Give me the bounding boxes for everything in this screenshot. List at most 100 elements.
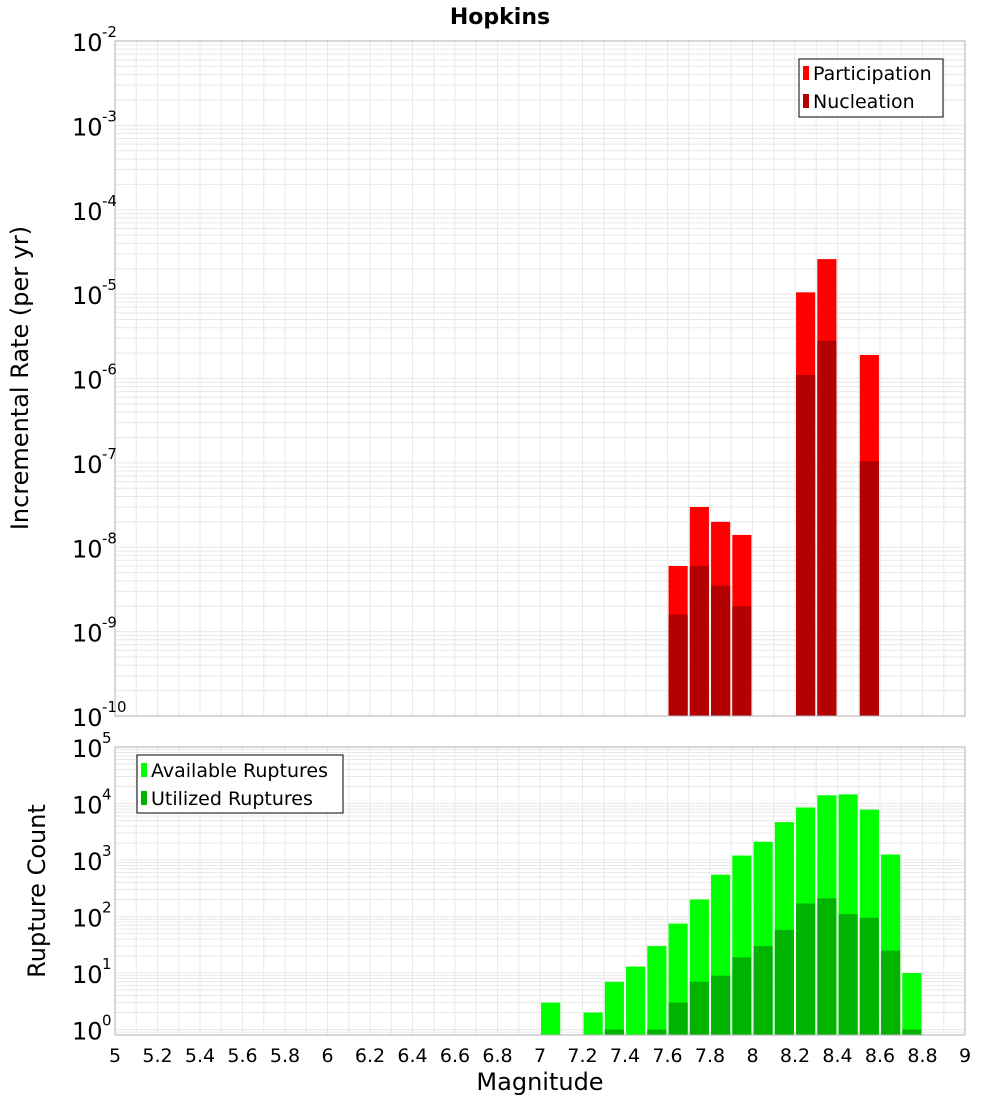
utilized-ruptures-bar <box>796 903 816 1035</box>
y-tick-label: 10 -8 <box>72 529 117 563</box>
x-tick-label: 5 <box>109 1045 121 1067</box>
y-tick-exponent: 1 <box>102 955 112 973</box>
y-tick-base: 10 <box>72 961 103 989</box>
nucleation-bar <box>796 375 816 716</box>
utilized-ruptures-bar <box>668 1002 688 1035</box>
y-tick-label: 10 -6 <box>72 361 117 395</box>
y-tick-base: 10 <box>72 620 103 648</box>
utilized-ruptures-bar <box>817 898 837 1035</box>
y-tick-base: 10 <box>72 535 103 563</box>
count-y-axis-label: Rupture Count <box>23 804 51 978</box>
x-axis-ticks: 5 5.2 5.4 5.6 5.8 6 6.2 6.4 6.6 6.8 7 7.2 7.4 7.6 7.8 8… <box>109 1045 971 1067</box>
nucleation-bar <box>859 461 879 716</box>
x-tick-label: 7 <box>534 1045 546 1067</box>
y-tick-base: 10 <box>72 792 103 820</box>
x-tick-label: 7.6 <box>652 1045 682 1067</box>
y-tick-exponent: -8 <box>102 529 117 547</box>
y-tick-base: 10 <box>72 905 103 933</box>
x-tick-label: 8.6 <box>865 1045 895 1067</box>
nucleation-bar <box>711 585 731 716</box>
utilized-ruptures-bar <box>838 914 858 1035</box>
y-tick-base: 10 <box>72 704 103 732</box>
available-ruptures-bar <box>604 981 624 1035</box>
y-tick-label: 10 3 <box>72 842 112 876</box>
y-tick-exponent: -5 <box>102 276 117 294</box>
y-tick-exponent: 5 <box>102 729 112 747</box>
available-legend-swatch <box>141 763 147 777</box>
x-tick-label: 8 <box>746 1045 758 1067</box>
y-tick-label: 10 4 <box>72 786 112 820</box>
x-tick-label: 5.6 <box>227 1045 257 1067</box>
x-tick-label: 8.2 <box>780 1045 810 1067</box>
y-tick-exponent: -9 <box>102 614 117 632</box>
utilized-ruptures-bar <box>604 1029 624 1035</box>
x-tick-label: 8.8 <box>907 1045 937 1067</box>
utilized-ruptures-bar <box>859 917 879 1035</box>
available-ruptures-bar <box>583 1012 603 1035</box>
nucleation-bar <box>668 614 688 716</box>
utilized-legend-swatch <box>141 791 147 805</box>
x-axis-label: Magnitude <box>476 1068 603 1096</box>
y-tick-label: 10 -9 <box>72 614 117 648</box>
x-tick-label: 6 <box>321 1045 333 1067</box>
y-tick-exponent: -2 <box>102 23 117 41</box>
utilized-legend-label: Utilized Ruptures <box>151 788 313 810</box>
nucleation-legend-swatch <box>803 94 809 108</box>
available-ruptures-bar <box>541 1002 561 1035</box>
x-tick-label: 7.4 <box>610 1045 640 1067</box>
y-tick-label: 10 -4 <box>72 192 117 226</box>
y-tick-exponent: -7 <box>102 445 117 463</box>
x-tick-label: 5.4 <box>185 1045 215 1067</box>
available-legend-label: Available Ruptures <box>151 760 328 782</box>
y-tick-base: 10 <box>72 848 103 876</box>
count-bars <box>541 794 922 1035</box>
x-tick-label: 8.4 <box>822 1045 852 1067</box>
x-tick-label: 9 <box>959 1045 971 1067</box>
y-tick-base: 10 <box>72 198 103 226</box>
y-tick-base: 10 <box>72 1018 103 1046</box>
y-tick-base: 10 <box>72 282 103 310</box>
x-tick-label: 6.2 <box>355 1045 385 1067</box>
y-tick-label: 10 -3 <box>72 107 117 141</box>
y-tick-exponent: 0 <box>102 1012 112 1030</box>
x-tick-label: 7.2 <box>567 1045 597 1067</box>
utilized-ruptures-bar <box>881 950 901 1035</box>
y-tick-exponent: -4 <box>102 192 117 210</box>
available-ruptures-bar <box>902 973 922 1035</box>
utilized-ruptures-bar <box>902 1029 922 1035</box>
y-tick-exponent: -6 <box>102 361 117 379</box>
y-tick-exponent: -3 <box>102 107 117 125</box>
y-tick-label: 10 -5 <box>72 276 117 310</box>
available-ruptures-bar <box>626 966 646 1035</box>
y-tick-exponent: 3 <box>102 842 112 860</box>
y-tick-base: 10 <box>72 451 103 479</box>
rate-legend-box <box>798 58 944 118</box>
y-tick-label: 10 -2 <box>72 23 117 57</box>
y-tick-exponent: 2 <box>102 899 112 917</box>
y-tick-label: 10 0 <box>72 1012 112 1046</box>
count-legend-box <box>136 754 344 814</box>
nucleation-legend-label: Nucleation <box>813 91 915 113</box>
utilized-ruptures-bar <box>774 929 794 1035</box>
y-tick-base: 10 <box>72 29 103 57</box>
nucleation-bar <box>817 340 837 716</box>
utilized-ruptures-bar <box>732 957 752 1035</box>
y-tick-exponent: -10 <box>102 698 127 716</box>
utilized-ruptures-bar <box>647 1029 667 1035</box>
rate-plot-frame <box>114 40 966 717</box>
x-tick-label: 6.8 <box>482 1045 512 1067</box>
x-tick-label: 5.8 <box>270 1045 300 1067</box>
rate-legend: Participation Nucleation <box>798 58 944 118</box>
y-tick-label: 10 -7 <box>72 445 117 479</box>
participation-legend-swatch <box>803 66 809 80</box>
x-tick-label: 6.4 <box>397 1045 427 1067</box>
rate-bars <box>668 259 879 716</box>
utilized-ruptures-bar <box>711 975 731 1035</box>
utilized-ruptures-bar <box>689 981 709 1035</box>
